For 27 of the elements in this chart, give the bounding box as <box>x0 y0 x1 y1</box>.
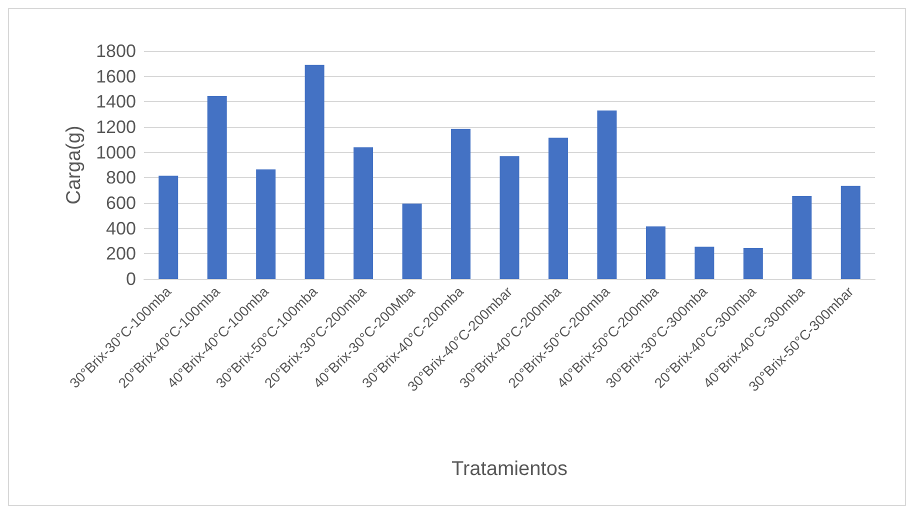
y-tick-label: 1600 <box>96 66 136 86</box>
bar <box>354 147 374 279</box>
y-tick-label: 1000 <box>96 142 136 162</box>
bar <box>597 110 617 279</box>
x-axis-title: Tratamientos <box>452 458 568 480</box>
y-tick-label: 1800 <box>96 41 136 61</box>
bar <box>743 248 763 279</box>
bar <box>548 138 568 279</box>
bar <box>500 156 520 279</box>
bar <box>451 128 471 279</box>
bar <box>646 226 666 279</box>
bar <box>694 246 714 279</box>
y-tick-label: 600 <box>106 193 136 213</box>
y-tick-label: 1200 <box>96 117 136 137</box>
y-tick-label: 1400 <box>96 92 136 112</box>
bar <box>792 196 812 279</box>
bar <box>304 64 324 279</box>
y-axis-title: Carga(g) <box>63 126 85 204</box>
bar <box>158 176 178 279</box>
bar <box>256 169 276 279</box>
y-tick-label: 400 <box>106 218 136 238</box>
bar <box>402 204 422 279</box>
bar <box>207 96 227 279</box>
y-tick-label: 200 <box>106 244 136 264</box>
y-tick-label: 800 <box>106 168 136 188</box>
y-tick-label: 0 <box>126 269 136 289</box>
bar <box>840 186 860 279</box>
